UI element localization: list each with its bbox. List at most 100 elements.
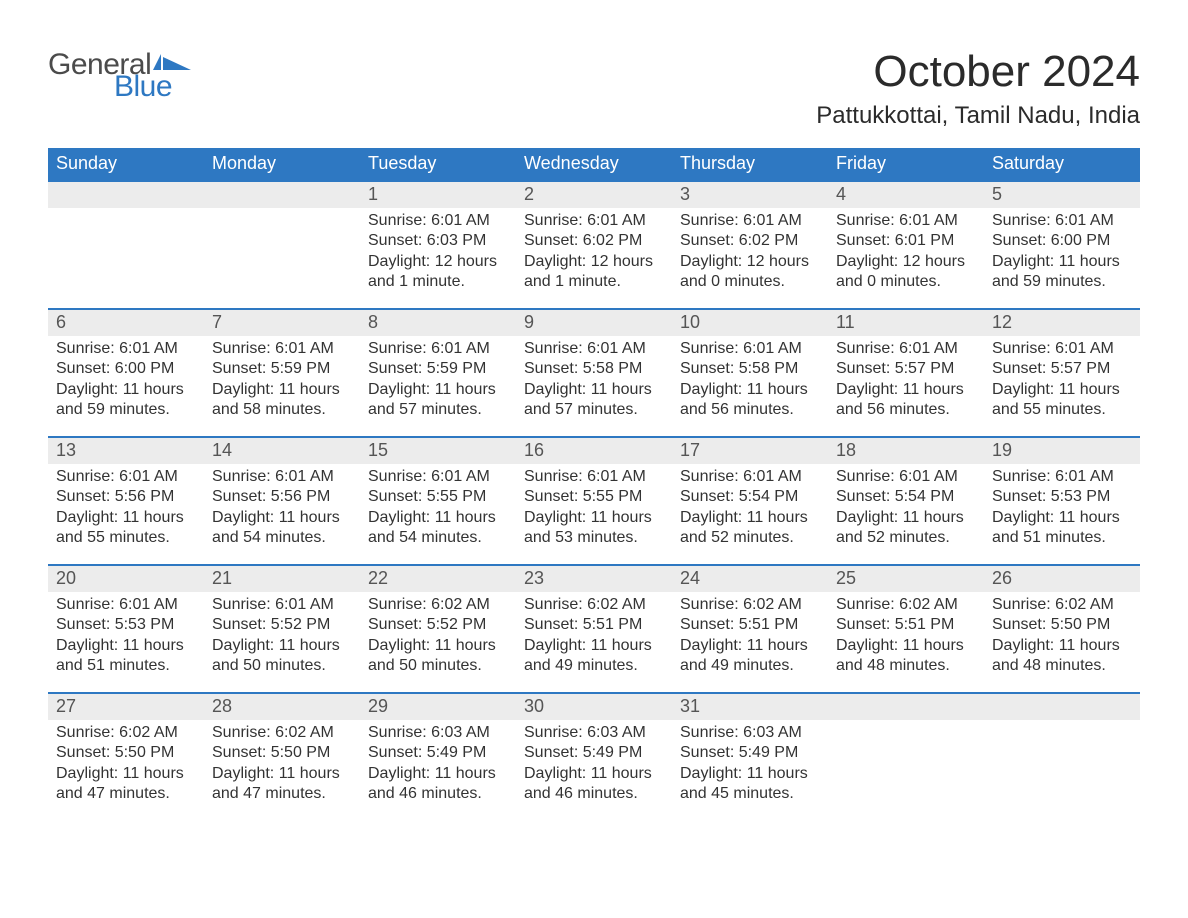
sunset-line: Sunset: 5:54 PM	[836, 487, 976, 507]
calendar-day: 31Sunrise: 6:03 AMSunset: 5:49 PMDayligh…	[672, 692, 828, 820]
day-number-bar: 2	[516, 180, 672, 208]
sunset-line: Sunset: 5:52 PM	[212, 615, 352, 635]
day-number-bar: 10	[672, 308, 828, 336]
day-number	[828, 694, 984, 720]
weekday-header: Friday	[828, 148, 984, 180]
weekday-header: Saturday	[984, 148, 1140, 180]
sunset-line: Sunset: 5:51 PM	[836, 615, 976, 635]
weekday-header: Sunday	[48, 148, 204, 180]
calendar-day: 8Sunrise: 6:01 AMSunset: 5:59 PMDaylight…	[360, 308, 516, 436]
day-number: 28	[204, 694, 360, 720]
calendar-day: 15Sunrise: 6:01 AMSunset: 5:55 PMDayligh…	[360, 436, 516, 564]
sunrise-line: Sunrise: 6:01 AM	[212, 595, 352, 615]
calendar-day: 17Sunrise: 6:01 AMSunset: 5:54 PMDayligh…	[672, 436, 828, 564]
day-number-bar: 23	[516, 564, 672, 592]
sunset-line: Sunset: 5:51 PM	[524, 615, 664, 635]
calendar-day: 14Sunrise: 6:01 AMSunset: 5:56 PMDayligh…	[204, 436, 360, 564]
calendar-day: 11Sunrise: 6:01 AMSunset: 5:57 PMDayligh…	[828, 308, 984, 436]
sunrise-line: Sunrise: 6:02 AM	[992, 595, 1132, 615]
calendar-day: 28Sunrise: 6:02 AMSunset: 5:50 PMDayligh…	[204, 692, 360, 820]
sunrise-line: Sunrise: 6:02 AM	[680, 595, 820, 615]
daylight-line: Daylight: 11 hours and 52 minutes.	[680, 508, 820, 549]
sunrise-line: Sunrise: 6:01 AM	[212, 339, 352, 359]
day-number-bar: 13	[48, 436, 204, 464]
day-number: 16	[516, 438, 672, 464]
day-number-bar: 22	[360, 564, 516, 592]
weekday-header: Wednesday	[516, 148, 672, 180]
day-details: Sunrise: 6:01 AMSunset: 5:57 PMDaylight:…	[984, 336, 1140, 427]
sunset-line: Sunset: 5:59 PM	[368, 359, 508, 379]
sunset-line: Sunset: 5:51 PM	[680, 615, 820, 635]
daylight-line: Daylight: 11 hours and 47 minutes.	[56, 764, 196, 805]
day-number-bar: 20	[48, 564, 204, 592]
day-number-bar: 31	[672, 692, 828, 720]
calendar-day: 10Sunrise: 6:01 AMSunset: 5:58 PMDayligh…	[672, 308, 828, 436]
day-number-bar: 6	[48, 308, 204, 336]
calendar-day: 29Sunrise: 6:03 AMSunset: 5:49 PMDayligh…	[360, 692, 516, 820]
sunset-line: Sunset: 5:56 PM	[212, 487, 352, 507]
day-number-bar: 28	[204, 692, 360, 720]
day-number-bar: 8	[360, 308, 516, 336]
sunrise-line: Sunrise: 6:01 AM	[836, 339, 976, 359]
calendar-day: 5Sunrise: 6:01 AMSunset: 6:00 PMDaylight…	[984, 180, 1140, 308]
day-number-bar: 3	[672, 180, 828, 208]
day-details: Sunrise: 6:01 AMSunset: 5:56 PMDaylight:…	[204, 464, 360, 555]
sunrise-line: Sunrise: 6:02 AM	[56, 723, 196, 743]
day-number: 22	[360, 566, 516, 592]
day-number: 8	[360, 310, 516, 336]
sunset-line: Sunset: 5:53 PM	[56, 615, 196, 635]
daylight-line: Daylight: 11 hours and 48 minutes.	[992, 636, 1132, 677]
weekday-header: Thursday	[672, 148, 828, 180]
calendar-day: 22Sunrise: 6:02 AMSunset: 5:52 PMDayligh…	[360, 564, 516, 692]
daylight-line: Daylight: 11 hours and 49 minutes.	[524, 636, 664, 677]
weekday-header: Monday	[204, 148, 360, 180]
day-number	[204, 182, 360, 208]
day-number-bar: 29	[360, 692, 516, 720]
daylight-line: Daylight: 11 hours and 55 minutes.	[56, 508, 196, 549]
daylight-line: Daylight: 11 hours and 55 minutes.	[992, 380, 1132, 421]
weekday-header: Tuesday	[360, 148, 516, 180]
calendar-day-empty	[48, 180, 204, 308]
day-number-bar: 4	[828, 180, 984, 208]
day-details: Sunrise: 6:02 AMSunset: 5:50 PMDaylight:…	[48, 720, 204, 811]
logo: General Blue	[48, 50, 191, 102]
calendar-head: SundayMondayTuesdayWednesdayThursdayFrid…	[48, 148, 1140, 180]
calendar-day-empty	[984, 692, 1140, 820]
day-number: 15	[360, 438, 516, 464]
calendar-week-row: 13Sunrise: 6:01 AMSunset: 5:56 PMDayligh…	[48, 436, 1140, 564]
daylight-line: Daylight: 11 hours and 48 minutes.	[836, 636, 976, 677]
day-number: 1	[360, 182, 516, 208]
sunrise-line: Sunrise: 6:01 AM	[56, 339, 196, 359]
day-details: Sunrise: 6:01 AMSunset: 5:58 PMDaylight:…	[672, 336, 828, 427]
day-details: Sunrise: 6:01 AMSunset: 5:53 PMDaylight:…	[984, 464, 1140, 555]
sunset-line: Sunset: 5:56 PM	[56, 487, 196, 507]
day-number-bar: 30	[516, 692, 672, 720]
day-details: Sunrise: 6:03 AMSunset: 5:49 PMDaylight:…	[516, 720, 672, 811]
daylight-line: Daylight: 12 hours and 0 minutes.	[680, 252, 820, 293]
day-number: 14	[204, 438, 360, 464]
sunrise-line: Sunrise: 6:01 AM	[836, 467, 976, 487]
day-number-bar	[204, 180, 360, 208]
day-details: Sunrise: 6:01 AMSunset: 5:55 PMDaylight:…	[516, 464, 672, 555]
sunset-line: Sunset: 5:55 PM	[524, 487, 664, 507]
day-number-bar: 12	[984, 308, 1140, 336]
calendar-day: 30Sunrise: 6:03 AMSunset: 5:49 PMDayligh…	[516, 692, 672, 820]
sunset-line: Sunset: 5:49 PM	[524, 743, 664, 763]
daylight-line: Daylight: 11 hours and 56 minutes.	[836, 380, 976, 421]
daylight-line: Daylight: 11 hours and 59 minutes.	[992, 252, 1132, 293]
sunrise-line: Sunrise: 6:01 AM	[524, 339, 664, 359]
day-number-bar	[48, 180, 204, 208]
day-number: 6	[48, 310, 204, 336]
day-number-bar: 9	[516, 308, 672, 336]
calendar-day: 9Sunrise: 6:01 AMSunset: 5:58 PMDaylight…	[516, 308, 672, 436]
day-number-bar: 1	[360, 180, 516, 208]
sunrise-line: Sunrise: 6:03 AM	[368, 723, 508, 743]
calendar-day: 3Sunrise: 6:01 AMSunset: 6:02 PMDaylight…	[672, 180, 828, 308]
calendar-day-empty	[204, 180, 360, 308]
day-details	[48, 208, 204, 217]
calendar-day: 1Sunrise: 6:01 AMSunset: 6:03 PMDaylight…	[360, 180, 516, 308]
day-number: 17	[672, 438, 828, 464]
day-number-bar: 21	[204, 564, 360, 592]
sunset-line: Sunset: 5:49 PM	[368, 743, 508, 763]
day-number-bar: 14	[204, 436, 360, 464]
